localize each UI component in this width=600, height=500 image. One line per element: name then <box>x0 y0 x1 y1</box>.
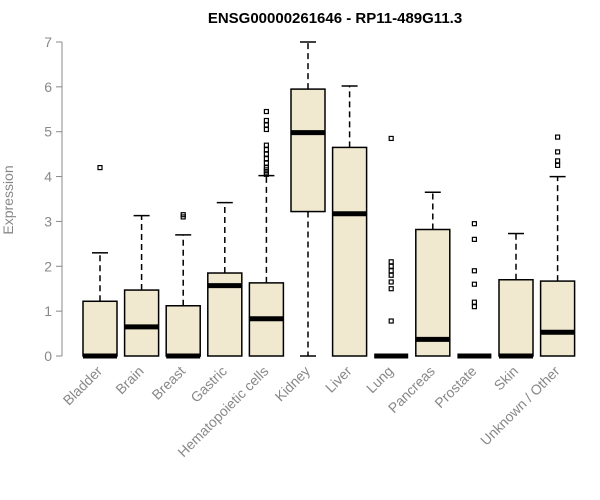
outlier-point <box>471 281 477 287</box>
box-iqr <box>498 278 534 357</box>
boxes-group <box>82 41 576 359</box>
x-tick-label: Skin <box>491 363 522 394</box>
outlier-point <box>263 117 269 124</box>
box-4 <box>207 201 243 357</box>
x-tick-label: Lung <box>363 363 396 396</box>
chart-title: ENSG00000261646 - RP11-489G11.3 <box>208 10 462 27</box>
y-axis: 0 1 2 3 4 5 6 7 <box>44 34 63 364</box>
outlier-point <box>471 221 477 227</box>
outlier-point <box>554 158 561 164</box>
y-tick-label: 5 <box>44 124 52 140</box>
box-3 <box>165 212 201 359</box>
outlier-point <box>471 268 477 274</box>
y-axis-label: Expression <box>0 165 16 234</box>
outlier-point <box>263 160 269 166</box>
y-tick-label: 6 <box>44 79 52 95</box>
x-tick-label: Prostate <box>431 363 479 411</box>
x-tick-label: Breast <box>148 363 188 403</box>
outlier-point <box>554 134 561 140</box>
y-tick-label: 1 <box>44 303 52 319</box>
outlier-point <box>388 259 394 265</box>
outlier-point <box>388 263 394 269</box>
outlier-point <box>471 236 477 242</box>
x-tick-label: Bladder <box>60 363 106 409</box>
outlier-point <box>554 149 561 155</box>
box-7 <box>331 85 368 357</box>
outlier-point <box>388 268 394 274</box>
box-iqr <box>539 280 576 357</box>
box-iqr <box>123 289 160 357</box>
outlier-point <box>263 156 269 162</box>
outlier-point <box>263 122 269 128</box>
outlier-point <box>388 318 394 324</box>
box-12 <box>539 134 576 357</box>
box-9 <box>415 191 451 357</box>
box-iqr <box>165 305 201 357</box>
outlier-point <box>180 212 186 218</box>
box-10 <box>457 221 492 359</box>
box-iqr <box>290 88 326 213</box>
y-tick-label: 4 <box>44 169 52 185</box>
y-tick-label: 3 <box>44 213 52 229</box>
box-iqr <box>82 300 118 357</box>
x-tick-label: Brain <box>112 363 146 397</box>
box-5 <box>248 108 285 357</box>
x-tick-label: Unknown / Other <box>477 363 563 449</box>
box-1 <box>82 165 118 359</box>
x-tick-label: Kidney <box>272 363 314 405</box>
y-tick-label: 7 <box>44 34 52 50</box>
outlier-point <box>263 147 269 153</box>
outlier-point <box>263 142 269 148</box>
outlier-point <box>263 126 269 133</box>
outlier-point <box>97 165 103 171</box>
outlier-point <box>263 108 269 115</box>
y-tick-label: 0 <box>44 348 52 364</box>
outlier-point <box>388 286 394 292</box>
box-11 <box>498 232 534 359</box>
outlier-point <box>471 299 477 305</box>
x-tick-label: Liver <box>322 363 355 396</box>
outlier-point <box>471 304 477 310</box>
box-6 <box>290 41 326 357</box>
outlier-point <box>554 162 561 168</box>
box-iqr <box>415 228 451 357</box>
outlier-point <box>263 151 269 157</box>
outlier-point <box>388 135 394 142</box>
box-iqr <box>331 146 368 357</box>
outlier-point <box>388 272 394 278</box>
outlier-point <box>388 279 394 285</box>
box-8 <box>374 135 409 359</box>
y-tick-label: 2 <box>44 258 52 274</box>
box-2 <box>123 214 160 357</box>
